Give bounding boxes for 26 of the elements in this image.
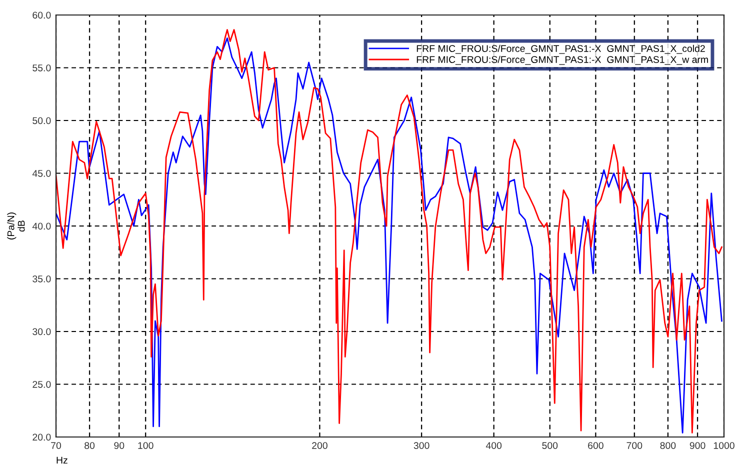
y-tick-label: 50.0 [32, 117, 51, 124]
y-tick-label: 45.0 [32, 170, 51, 177]
x-tick-label: 400 [486, 442, 502, 449]
y-tick-label: 30.0 [32, 328, 51, 336]
y-tick-label: 35.0 [32, 275, 51, 282]
x-tick-label: 100 [138, 442, 154, 449]
x-tick-label: 80 [84, 442, 95, 449]
y-tick-label: 60.0 [32, 12, 51, 19]
x-tick-label: 500 [542, 442, 558, 449]
y-tick-label: 25.0 [32, 380, 51, 388]
x-tick-label: 90 [114, 442, 124, 449]
y-tick-label: 55.0 [32, 64, 51, 72]
legend-label: FRF MIC_FROU:S/Force_GMNT_PAS1:-X GMNT_PAS1_X_cold2 [416, 44, 705, 54]
x-tick-label: 70 [51, 442, 62, 449]
x-tick-label: 700 [626, 442, 642, 449]
x-tick-label: 1000 [714, 442, 734, 449]
x-tick-label: 600 [588, 442, 604, 449]
x-tick-label: 300 [414, 442, 430, 449]
x-axis-title: Hz [56, 456, 68, 464]
y-axis-title: (Pa/N) dB [7, 212, 25, 240]
legend-label: FRF MIC_FROU:S/Force_GMNT_PAS1:-X GMNT_PAS1_X_w arm [416, 56, 708, 65]
x-tick-label: 900 [690, 442, 706, 449]
x-tick-label: 800 [660, 442, 676, 449]
y-tick-label: 40.0 [32, 222, 51, 230]
y-tick-label: 20.0 [32, 434, 51, 441]
x-tick-label: 200 [312, 442, 328, 449]
